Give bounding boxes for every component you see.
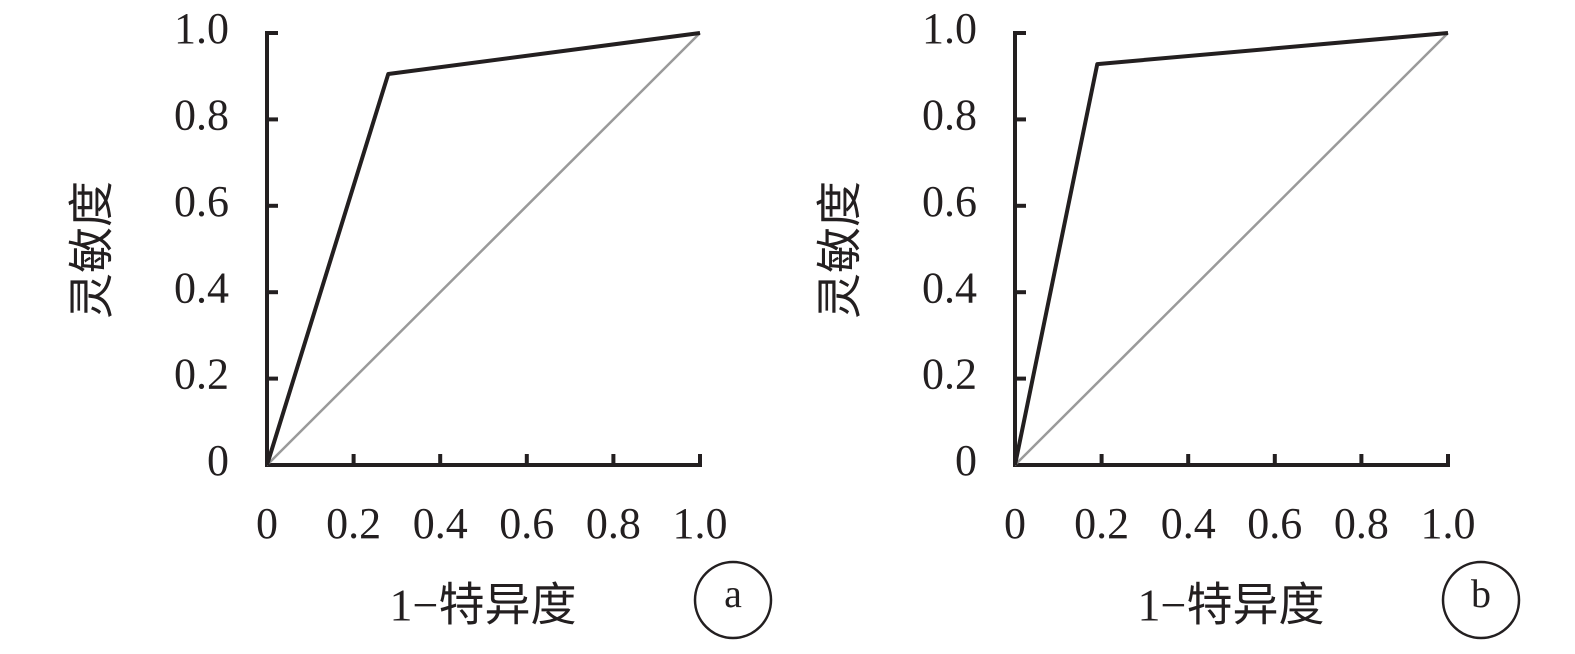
y-tick-label: 1.0 <box>922 4 977 53</box>
x-tick-label: 0.4 <box>1161 499 1216 548</box>
y-axis-title: 灵敏度 <box>815 181 866 319</box>
y-tick-label: 0.6 <box>174 177 229 226</box>
roc-line <box>1013 31 1449 466</box>
panel-label: b <box>1471 571 1491 616</box>
x-tick-label: 0 <box>256 499 278 548</box>
x-tick-label: 0.2 <box>1074 499 1129 548</box>
x-tick-label: 1.0 <box>1421 499 1476 548</box>
roc-line <box>1014 32 1449 466</box>
x-tick-label: 0 <box>1004 499 1026 548</box>
x-tick-label: 1.0 <box>673 499 728 548</box>
y-axis-title: 灵敏度 <box>67 181 118 319</box>
x-tick-label: 0.8 <box>1334 499 1389 548</box>
y-tick-label: 0.8 <box>922 90 977 139</box>
y-tick-label: 0.4 <box>922 263 977 312</box>
x-axis-title: 1−特异度 <box>1138 580 1325 631</box>
y-tick-label: 0 <box>207 436 229 485</box>
roc-line <box>265 31 701 466</box>
y-tick-label: 0.2 <box>922 350 977 399</box>
x-tick-label: 0.6 <box>499 499 554 548</box>
annotation-circle <box>693 560 773 640</box>
panel-label: a <box>724 571 742 616</box>
y-tick-label: 0 <box>955 436 977 485</box>
y-tick-label: 0.8 <box>174 90 229 139</box>
y-tick-label: 0.6 <box>922 177 977 226</box>
x-axis-title: 1−特异度 <box>390 580 577 631</box>
x-tick-label: 0.2 <box>326 499 381 548</box>
y-tick-label: 1.0 <box>174 4 229 53</box>
y-tick-label: 0.2 <box>174 350 229 399</box>
roc-line <box>266 32 701 466</box>
annotation-circle <box>1441 560 1521 640</box>
x-tick-label: 0.4 <box>413 499 468 548</box>
x-tick-label: 0.8 <box>586 499 641 548</box>
y-tick-label: 0.4 <box>174 263 229 312</box>
x-tick-label: 0.6 <box>1247 499 1302 548</box>
